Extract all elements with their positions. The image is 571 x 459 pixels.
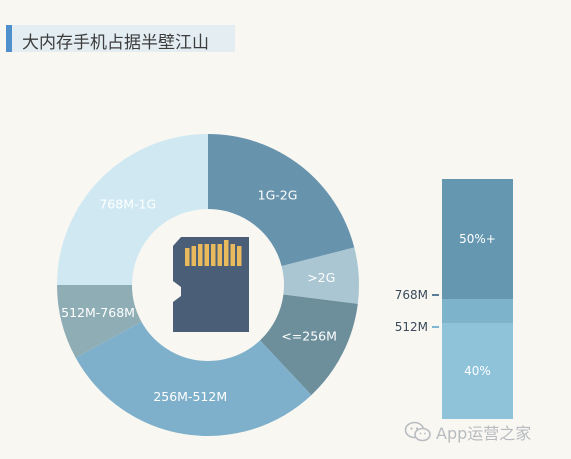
bar-segment-label: 50%+ bbox=[459, 232, 496, 246]
sd-card-pin bbox=[224, 240, 229, 266]
sd-card-pin bbox=[185, 248, 190, 266]
donut-slice bbox=[281, 247, 359, 304]
stacked-bar-chart: 50%+ 40% 768M 512M bbox=[395, 179, 513, 419]
title-accent bbox=[6, 25, 12, 52]
donut-slice-label: >2G bbox=[307, 270, 335, 285]
watermark-text: App运营之家 bbox=[436, 424, 532, 443]
sd-card-pin bbox=[237, 246, 242, 266]
page-title: 大内存手机占据半壁江山 bbox=[22, 33, 209, 53]
sd-card-pin bbox=[217, 244, 222, 266]
bar-tick-label: 768M bbox=[395, 288, 428, 302]
title-bar: 大内存手机占据半壁江山 bbox=[6, 25, 235, 53]
donut-slice-label: 512M-768M bbox=[61, 305, 135, 320]
donut-slice bbox=[208, 134, 355, 267]
sd-card-pin bbox=[230, 244, 235, 266]
sd-card-pin bbox=[198, 244, 203, 266]
donut-slice bbox=[260, 294, 358, 396]
bar-segment bbox=[442, 323, 513, 419]
sd-card-pin bbox=[211, 244, 216, 266]
bar-segment-label: 40% bbox=[464, 364, 491, 378]
sd-card-pin bbox=[191, 246, 196, 266]
bar-tick-label: 512M bbox=[395, 320, 428, 334]
bar-segment bbox=[442, 299, 513, 323]
donut-slice bbox=[57, 285, 142, 358]
watermark: App运营之家 bbox=[404, 420, 531, 444]
donut-slice-label: 1G-2G bbox=[258, 187, 298, 202]
donut-slice-label: 256M-512M bbox=[153, 389, 227, 404]
donut-slice-label: 768M-1G bbox=[99, 197, 156, 212]
donut-slice-label: <=256M bbox=[281, 329, 337, 344]
sd-card-icon bbox=[173, 237, 249, 332]
wechat-icon bbox=[404, 421, 431, 442]
donut-slice bbox=[57, 134, 208, 285]
sd-card-pin bbox=[204, 244, 209, 266]
donut-slice bbox=[75, 321, 312, 436]
bar-segment bbox=[442, 179, 513, 299]
